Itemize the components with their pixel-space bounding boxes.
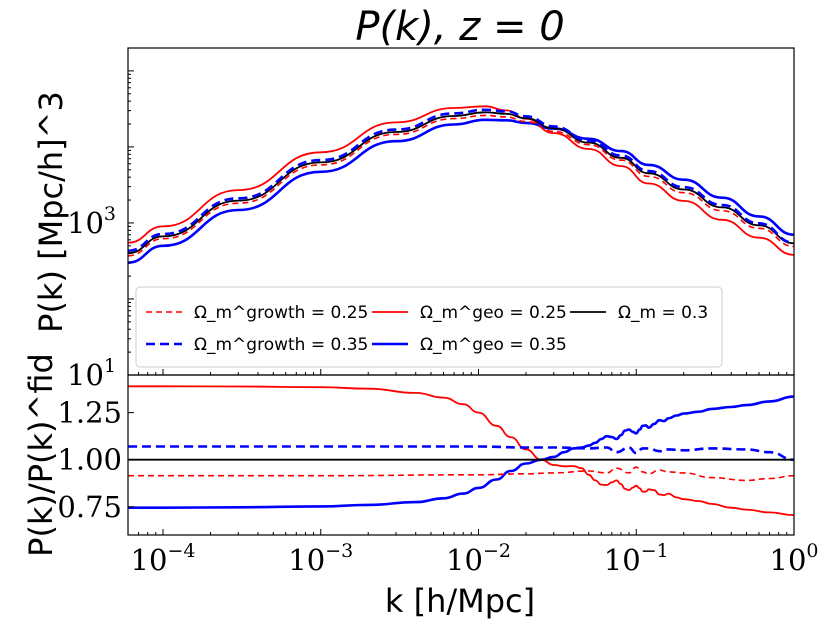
bottom-series-growth_025_ratio-line [128,466,794,482]
bottom-y-tick-label: 0.75 [57,490,122,524]
legend: Ω_m^growth = 0.25 Ω_m^geo = 0.25 Ω_m = 0.3… [135,286,723,368]
legend-label-geo_025: Ω_m^geo = 0.25 [420,303,567,323]
x-tick-label: 10−3 [288,540,353,577]
top-series-growth_025-line [128,114,794,257]
x-axis-label-text: k [h/Mpc] [385,582,535,620]
bottom-series-geo_025_ratio-line [128,385,794,517]
bottom-series-group [128,385,794,517]
top-y-axis-label: P(k) [Mpc/h]^3 [32,91,70,333]
bottom-y-ticks: 0.75 1.00 1.25 [57,396,134,524]
x-tick-label: 10−4 [131,540,196,577]
bottom-series-growth_035_ratio-line [128,445,794,461]
x-tick-label: 10−1 [604,540,669,577]
x-tick-label: 10−2 [446,540,511,577]
x-axis-label: k [h/Mpc] [385,582,535,620]
legend-box [135,286,723,368]
legend-label-growth_035: Ω_m^growth = 0.35 [194,335,368,355]
bottom-y-axis-label: P(k)/P(k)^fid [22,353,60,557]
title-text: P(k), z = 0 [355,4,564,50]
legend-label-geo_035: Ω_m^geo = 0.35 [420,335,567,355]
bottom-y-tick-label: 1.00 [57,443,122,477]
bottom-series-geo_035_ratio-line [128,395,794,510]
top-y-tick-label: 103 [67,203,116,240]
bottom-y-tick-label: 1.25 [57,396,122,430]
bottom-y-axis-label-text: P(k)/P(k)^fid [22,353,60,557]
top-y-tick-label: 101 [67,355,116,392]
bottom-panel: 0.75 1.00 1.25 10−4 10−3 10−2 10−1 100 P(k)/P(… [22,353,819,620]
chart-title: P(k), z = 0 [355,4,564,50]
legend-label-fiducial: Ω_m = 0.3 [618,303,708,323]
legend-label-growth_025: Ω_m^growth = 0.25 [194,303,368,323]
top-series-geo_035-line [128,118,794,264]
top-series-fiducial-line [128,111,794,255]
top-series-group [128,105,794,264]
top-series-growth_035-line [128,108,794,253]
top-y-axis-label-text: P(k) [Mpc/h]^3 [32,91,70,333]
bottom-panel-frame [127,374,795,536]
x-ticks: 10−4 10−3 10−2 10−1 100 [127,369,819,577]
x-tick-label: 100 [770,540,819,577]
top-y-ticks: 101 103 [67,47,134,392]
